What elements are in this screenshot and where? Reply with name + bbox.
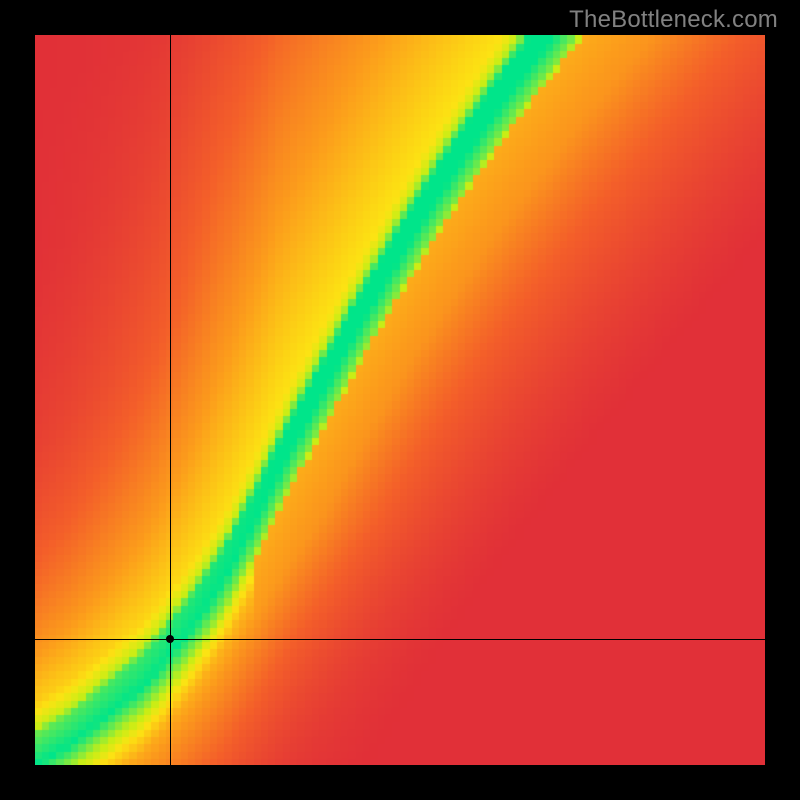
crosshair-horizontal-line <box>35 639 765 640</box>
crosshair-vertical-line <box>170 35 171 765</box>
bottleneck-heatmap <box>35 35 765 765</box>
crosshair-marker-dot <box>166 635 174 643</box>
watermark-text: TheBottleneck.com <box>569 6 778 34</box>
heatmap-plot-area <box>35 35 765 765</box>
